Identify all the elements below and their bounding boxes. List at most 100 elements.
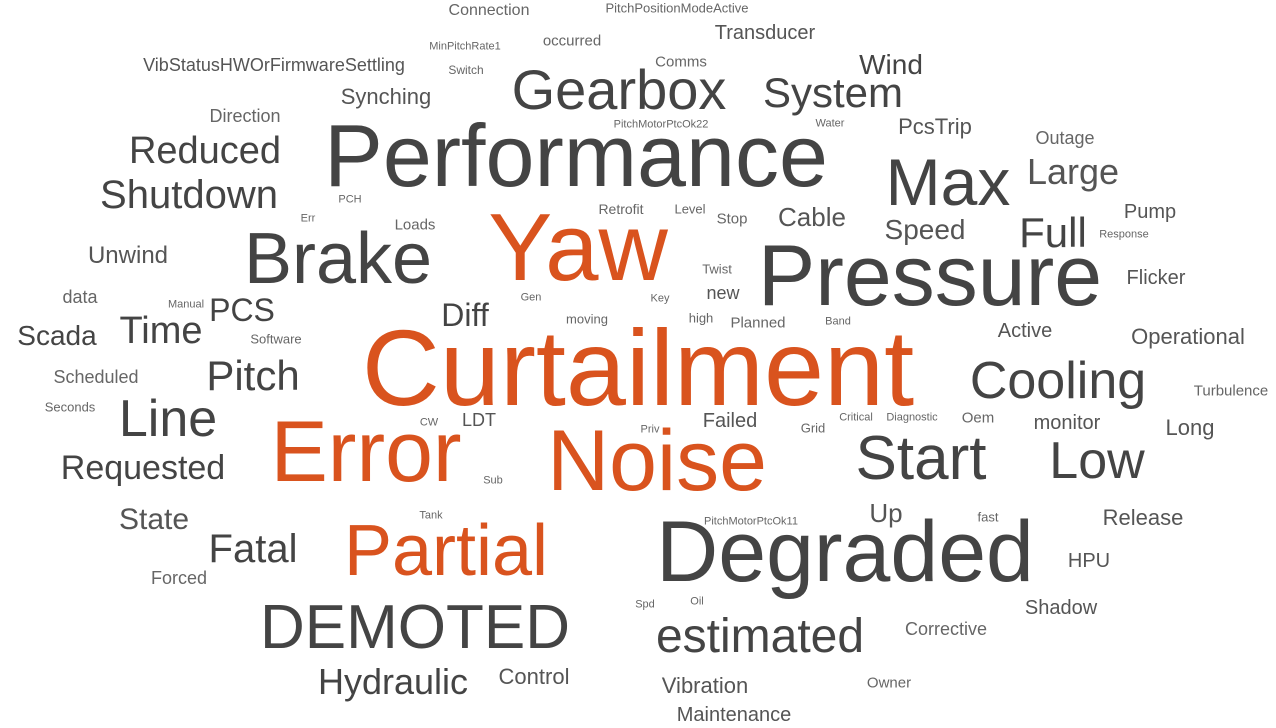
word-forced: Forced [150,568,208,588]
word-manual: Manual [167,298,205,311]
word-sub: Sub [483,474,503,487]
word-pump: Pump [1123,201,1177,223]
word-demoted: DEMOTED [260,593,570,662]
word-loads: Loads [394,216,436,234]
word-oem: Oem [961,409,995,427]
word-key: Key [650,292,670,305]
word-grid: Grid [800,420,826,436]
word-shutdown: Shutdown [100,173,278,217]
word-scheduled: Scheduled [53,367,139,387]
word-degraded: Degraded [656,504,1034,600]
word-low: Low [1049,432,1145,490]
word-unwind: Unwind [87,242,169,269]
word-band: Band [825,315,851,328]
word-active: Active [997,320,1053,342]
word-retrofit: Retrofit [598,201,644,217]
word-estimated: estimated [655,610,865,663]
word-pcstrip: PcsTrip [898,114,972,139]
word-spd: Spd [635,598,655,611]
word-err: Err [300,212,316,225]
word-outage: Outage [1035,128,1095,148]
word-noise: Noise [547,413,767,509]
word-gen: Gen [520,291,542,304]
word-diff: Diff [441,297,489,333]
word-wind: Wind [859,49,923,80]
word-cable: Cable [778,202,846,232]
word-cw: CW [419,416,439,429]
word-comms: Comms [655,53,707,71]
word-requested: Requested [60,449,226,487]
word-error: Error [270,404,462,500]
word-transducer: Transducer [714,22,816,44]
word-data: data [62,287,98,307]
word-fatal: Fatal [208,527,298,571]
word-oil: Oil [690,595,704,608]
word-level: Level [674,201,706,217]
word-pcs: PCS [209,292,275,328]
word-fast: fast [977,509,999,525]
word-corrective: Corrective [904,619,988,639]
word-reduced: Reduced [128,130,282,172]
word-critical: Critical [839,411,873,424]
word-maintenance: Maintenance [676,704,792,726]
word-priv: Priv [640,423,660,436]
word-scada: Scada [17,320,97,351]
word-monitor: monitor [1033,412,1101,434]
word-failed: Failed [702,410,758,432]
word-twist: Twist [702,261,732,277]
word-start: Start [855,424,987,493]
word-software: Software [250,331,302,347]
word-full: Full [1019,209,1087,256]
word-diagnostic: Diagnostic [886,411,938,424]
word-vibration: Vibration [661,673,749,698]
word-response: Response [1099,228,1149,241]
word-hpu: HPU [1067,550,1111,572]
word-operational: Operational [1131,324,1245,349]
word-minpitchrate1: MinPitchRate1 [429,40,501,53]
word-max: Max [885,145,1011,219]
word-moving: moving [566,311,608,327]
word-partial: Partial [343,511,549,591]
word-up: Up [869,498,903,528]
word-high: high [688,310,714,326]
word-performance: Performance [324,106,828,205]
word-curtailment: Curtailment [361,307,915,428]
word-turbulence: Turbulence [1193,382,1269,400]
word-brake: Brake [243,219,433,299]
word-pitchpositionmodeactive: PitchPositionModeActive [605,0,749,16]
word-vibstatushworfirmwaresettling: VibStatusHWOrFirmwareSettling [143,55,405,75]
word-direction: Direction [209,106,281,126]
word-pitch: Pitch [206,352,300,399]
word-speed: Speed [884,214,966,245]
word-large: Large [1026,151,1120,192]
word-system: System [762,69,904,116]
word-cooling: Cooling [969,352,1147,410]
word-shadow: Shadow [1024,597,1098,619]
word-time: Time [119,310,203,352]
word-control: Control [498,664,570,689]
word-owner: Owner [866,674,912,692]
word-hydraulic: Hydraulic [317,661,469,702]
word-pitchmotorptcok22: PitchMotorPtcOk22 [613,118,709,131]
word-pch: PCH [338,193,362,206]
word-pitchmotorptcok11: PitchMotorPtcOk11 [704,515,798,528]
word-water: Water [815,117,845,130]
word-stop: Stop [716,210,748,228]
word-seconds: Seconds [44,399,96,415]
word-synching: Synching [340,84,432,109]
word-release: Release [1102,505,1184,530]
word-pressure: Pressure [757,228,1103,324]
word-planned: Planned [730,314,786,332]
word-occurred: occurred [542,32,602,50]
word-switch: Switch [448,63,484,77]
word-yaw: Yaw [488,194,668,301]
word-ldt: LDT [461,410,497,430]
word-connection: Connection [448,2,530,19]
word-long: Long [1165,415,1215,440]
word-gearbox: Gearbox [511,58,727,121]
word-new: new [706,283,740,303]
word-tank: Tank [419,509,443,522]
word-line: Line [118,390,218,448]
word-state: State [118,503,190,536]
